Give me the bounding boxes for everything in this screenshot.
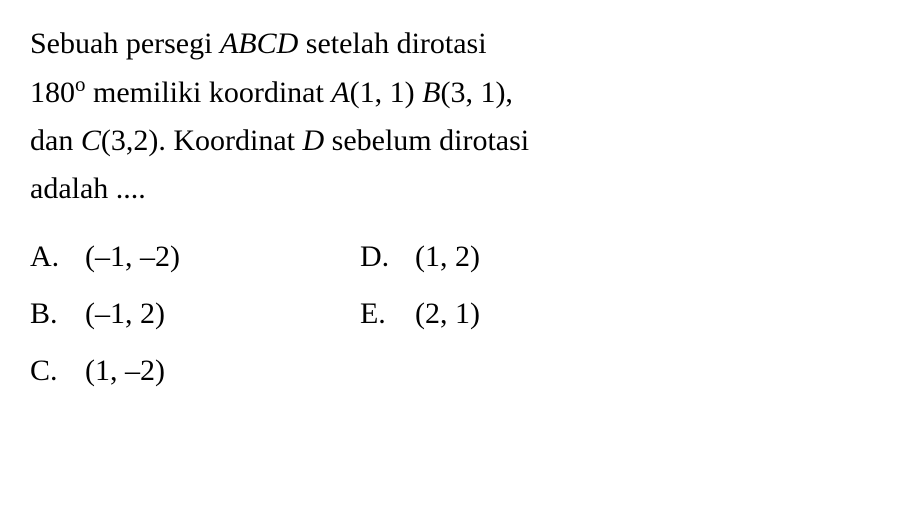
q-line2-d: (1, 1) [350,76,422,109]
q-line3-a: dan [30,124,81,157]
option-a-letter: A. [30,228,85,285]
option-b: B. (–1, 2) [30,285,180,342]
option-c-letter: C. [30,342,85,399]
option-d-letter: D. [360,228,415,285]
options-right-column: D. (1, 2) E. (2, 1) [360,228,480,399]
option-d-value: (1, 2) [415,228,480,285]
q-line3-e: sebelum dirotasi [324,124,529,157]
q-line3-b: C [81,124,101,157]
q-line2-b: memiliki koordinat [86,76,332,109]
q-line2-e: B [422,76,440,109]
q-line3-d: D [302,124,324,157]
options-left-column: A. (–1, –2) B. (–1, 2) C. (1, –2) [30,228,180,399]
q-line4: adalah .... [30,172,146,205]
q-line3-c: (3,2). Koordinat [101,124,303,157]
q-line2-a: 180 [30,76,75,109]
option-d: D. (1, 2) [360,228,480,285]
option-e: E. (2, 1) [360,285,480,342]
option-a: A. (–1, –2) [30,228,180,285]
option-e-letter: E. [360,285,415,342]
option-c: C. (1, –2) [30,342,180,399]
q-line1-a: Sebuah persegi [30,27,220,60]
q-line2-c: A [331,76,349,109]
q-line2-deg: o [75,72,86,96]
options-container: A. (–1, –2) B. (–1, 2) C. (1, –2) D. (1,… [30,228,867,399]
option-a-value: (–1, –2) [85,228,180,285]
option-b-letter: B. [30,285,85,342]
option-e-value: (2, 1) [415,285,480,342]
option-b-value: (–1, 2) [85,285,165,342]
q-line1-c: setelah dirotasi [298,27,486,60]
question-text: Sebuah persegi ABCD setelah dirotasi 180… [30,20,867,213]
option-c-value: (1, –2) [85,342,165,399]
q-line2-f: (3, 1), [440,76,512,109]
q-line1-b: ABCD [220,27,298,60]
